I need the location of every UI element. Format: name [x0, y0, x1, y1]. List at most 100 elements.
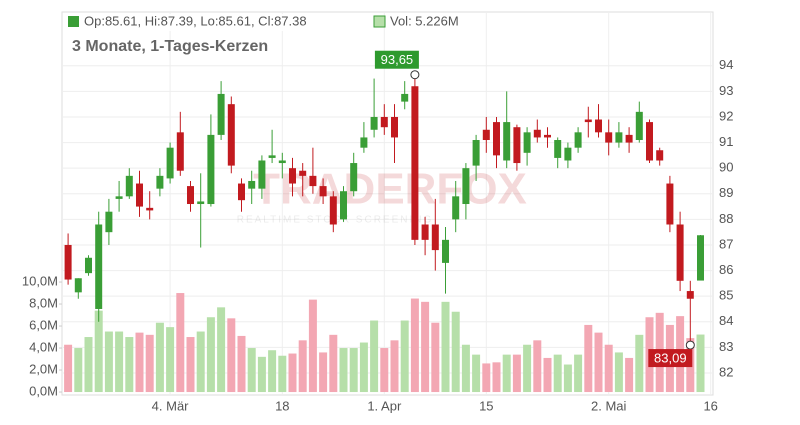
- volume-bar: [155, 322, 164, 393]
- candle-body: [238, 183, 245, 201]
- volume-bar: [298, 340, 307, 393]
- annotation-label: 83,09: [654, 351, 687, 366]
- volume-bar: [247, 348, 256, 393]
- y-tick-label: 89: [719, 185, 733, 200]
- candle-body: [329, 196, 337, 225]
- candle-body: [656, 150, 664, 161]
- annotation-marker: [410, 70, 420, 80]
- volume-bar: [339, 348, 348, 393]
- header-ohlc: Op:85.61, Hi:87.39, Lo:85.61, Cl:87.38: [84, 13, 307, 28]
- volume-bar: [400, 320, 409, 393]
- candle-body: [258, 160, 266, 189]
- volume-bar: [543, 357, 552, 393]
- candle-body: [513, 127, 521, 164]
- y-tick-label: 90: [719, 160, 733, 175]
- volume-bar: [206, 317, 215, 393]
- volume-bar: [217, 307, 226, 393]
- volume-bar: [512, 354, 521, 393]
- candle-body: [452, 196, 460, 220]
- volume-bar: [563, 364, 572, 393]
- candle-body: [74, 278, 82, 293]
- volume-bar: [604, 344, 613, 393]
- candle-body: [350, 163, 358, 192]
- volume-bar: [166, 327, 175, 393]
- candle-body: [554, 140, 562, 158]
- chart-title: 3 Monate, 1-Tages-Kerzen: [72, 38, 268, 55]
- annotation-box: [648, 349, 693, 368]
- candle-body: [523, 132, 531, 153]
- candle-body: [391, 116, 398, 138]
- x-tick-label: 4. Mär: [152, 398, 190, 413]
- candle-body: [125, 175, 133, 197]
- watermark-brand: TRADERFOX: [253, 165, 527, 214]
- legend-swatch-price: [68, 16, 79, 27]
- candle-body: [411, 86, 419, 240]
- volume-bar: [319, 352, 328, 393]
- volume-bar: [635, 334, 644, 393]
- volume-bar: [237, 335, 246, 393]
- candle-body: [136, 183, 143, 207]
- volume-bar: [196, 331, 205, 393]
- volume-bar: [145, 334, 154, 393]
- candle-body: [156, 175, 164, 189]
- volume-bar: [594, 332, 603, 393]
- candle-body: [299, 170, 307, 176]
- volume-bar: [64, 344, 73, 393]
- candle-body: [544, 134, 551, 138]
- candle-body: [564, 147, 572, 161]
- y2-tick-label: 6,0M: [29, 317, 58, 332]
- volume-bar: [584, 324, 593, 393]
- y-tick-label: 92: [719, 108, 733, 123]
- volume-bar: [696, 334, 705, 393]
- volume-bar: [492, 362, 501, 393]
- candle-body: [95, 224, 103, 309]
- y-tick-label: 85: [719, 288, 733, 303]
- volume-bar: [502, 354, 511, 393]
- volume-bar: [533, 340, 542, 393]
- volume-bar: [441, 301, 450, 393]
- candle-body: [482, 129, 490, 141]
- candle-body: [217, 93, 225, 135]
- volume-bar: [278, 355, 287, 393]
- candle-body: [431, 224, 439, 251]
- volume-bar: [553, 354, 562, 393]
- volume-bar: [74, 348, 83, 393]
- candle-body: [340, 191, 347, 220]
- y-tick-label: 82: [719, 364, 733, 379]
- candle-body: [227, 104, 235, 166]
- candle-body: [533, 129, 541, 138]
- x-tick-label: 16: [703, 398, 717, 413]
- y2-tick-label: 4,0M: [29, 339, 58, 354]
- annotation-box: [374, 50, 419, 69]
- y2-tick-label: 0,0M: [29, 383, 58, 398]
- candle-body: [166, 147, 174, 179]
- candle-body: [493, 122, 500, 156]
- volume-bar: [359, 342, 368, 393]
- volume-bar: [410, 298, 419, 393]
- candle-body: [421, 224, 429, 240]
- y2-tick-label: 2,0M: [29, 361, 58, 376]
- volume-bar: [472, 354, 481, 393]
- x-tick-label: 2. Mai: [591, 398, 627, 413]
- volume-bar: [370, 320, 379, 393]
- volume-bar: [176, 293, 185, 393]
- candle-body: [360, 137, 368, 148]
- header-box: [66, 14, 368, 31]
- candle-body: [646, 122, 653, 161]
- volume-bar: [329, 334, 338, 393]
- legend-swatch-volume: [373, 15, 386, 28]
- y-tick-label: 86: [719, 262, 733, 277]
- x-tick-label: 1. Apr: [367, 398, 402, 413]
- candle-body: [401, 93, 409, 102]
- candle-body: [635, 111, 643, 141]
- y-tick-label: 91: [719, 134, 733, 149]
- candle-body: [380, 116, 388, 128]
- candle-body: [289, 168, 296, 184]
- candle-body: [115, 196, 123, 199]
- volume-bar: [308, 299, 317, 393]
- volume-bar: [227, 318, 236, 393]
- plot-frame: [61, 11, 714, 396]
- candle-body: [176, 132, 184, 171]
